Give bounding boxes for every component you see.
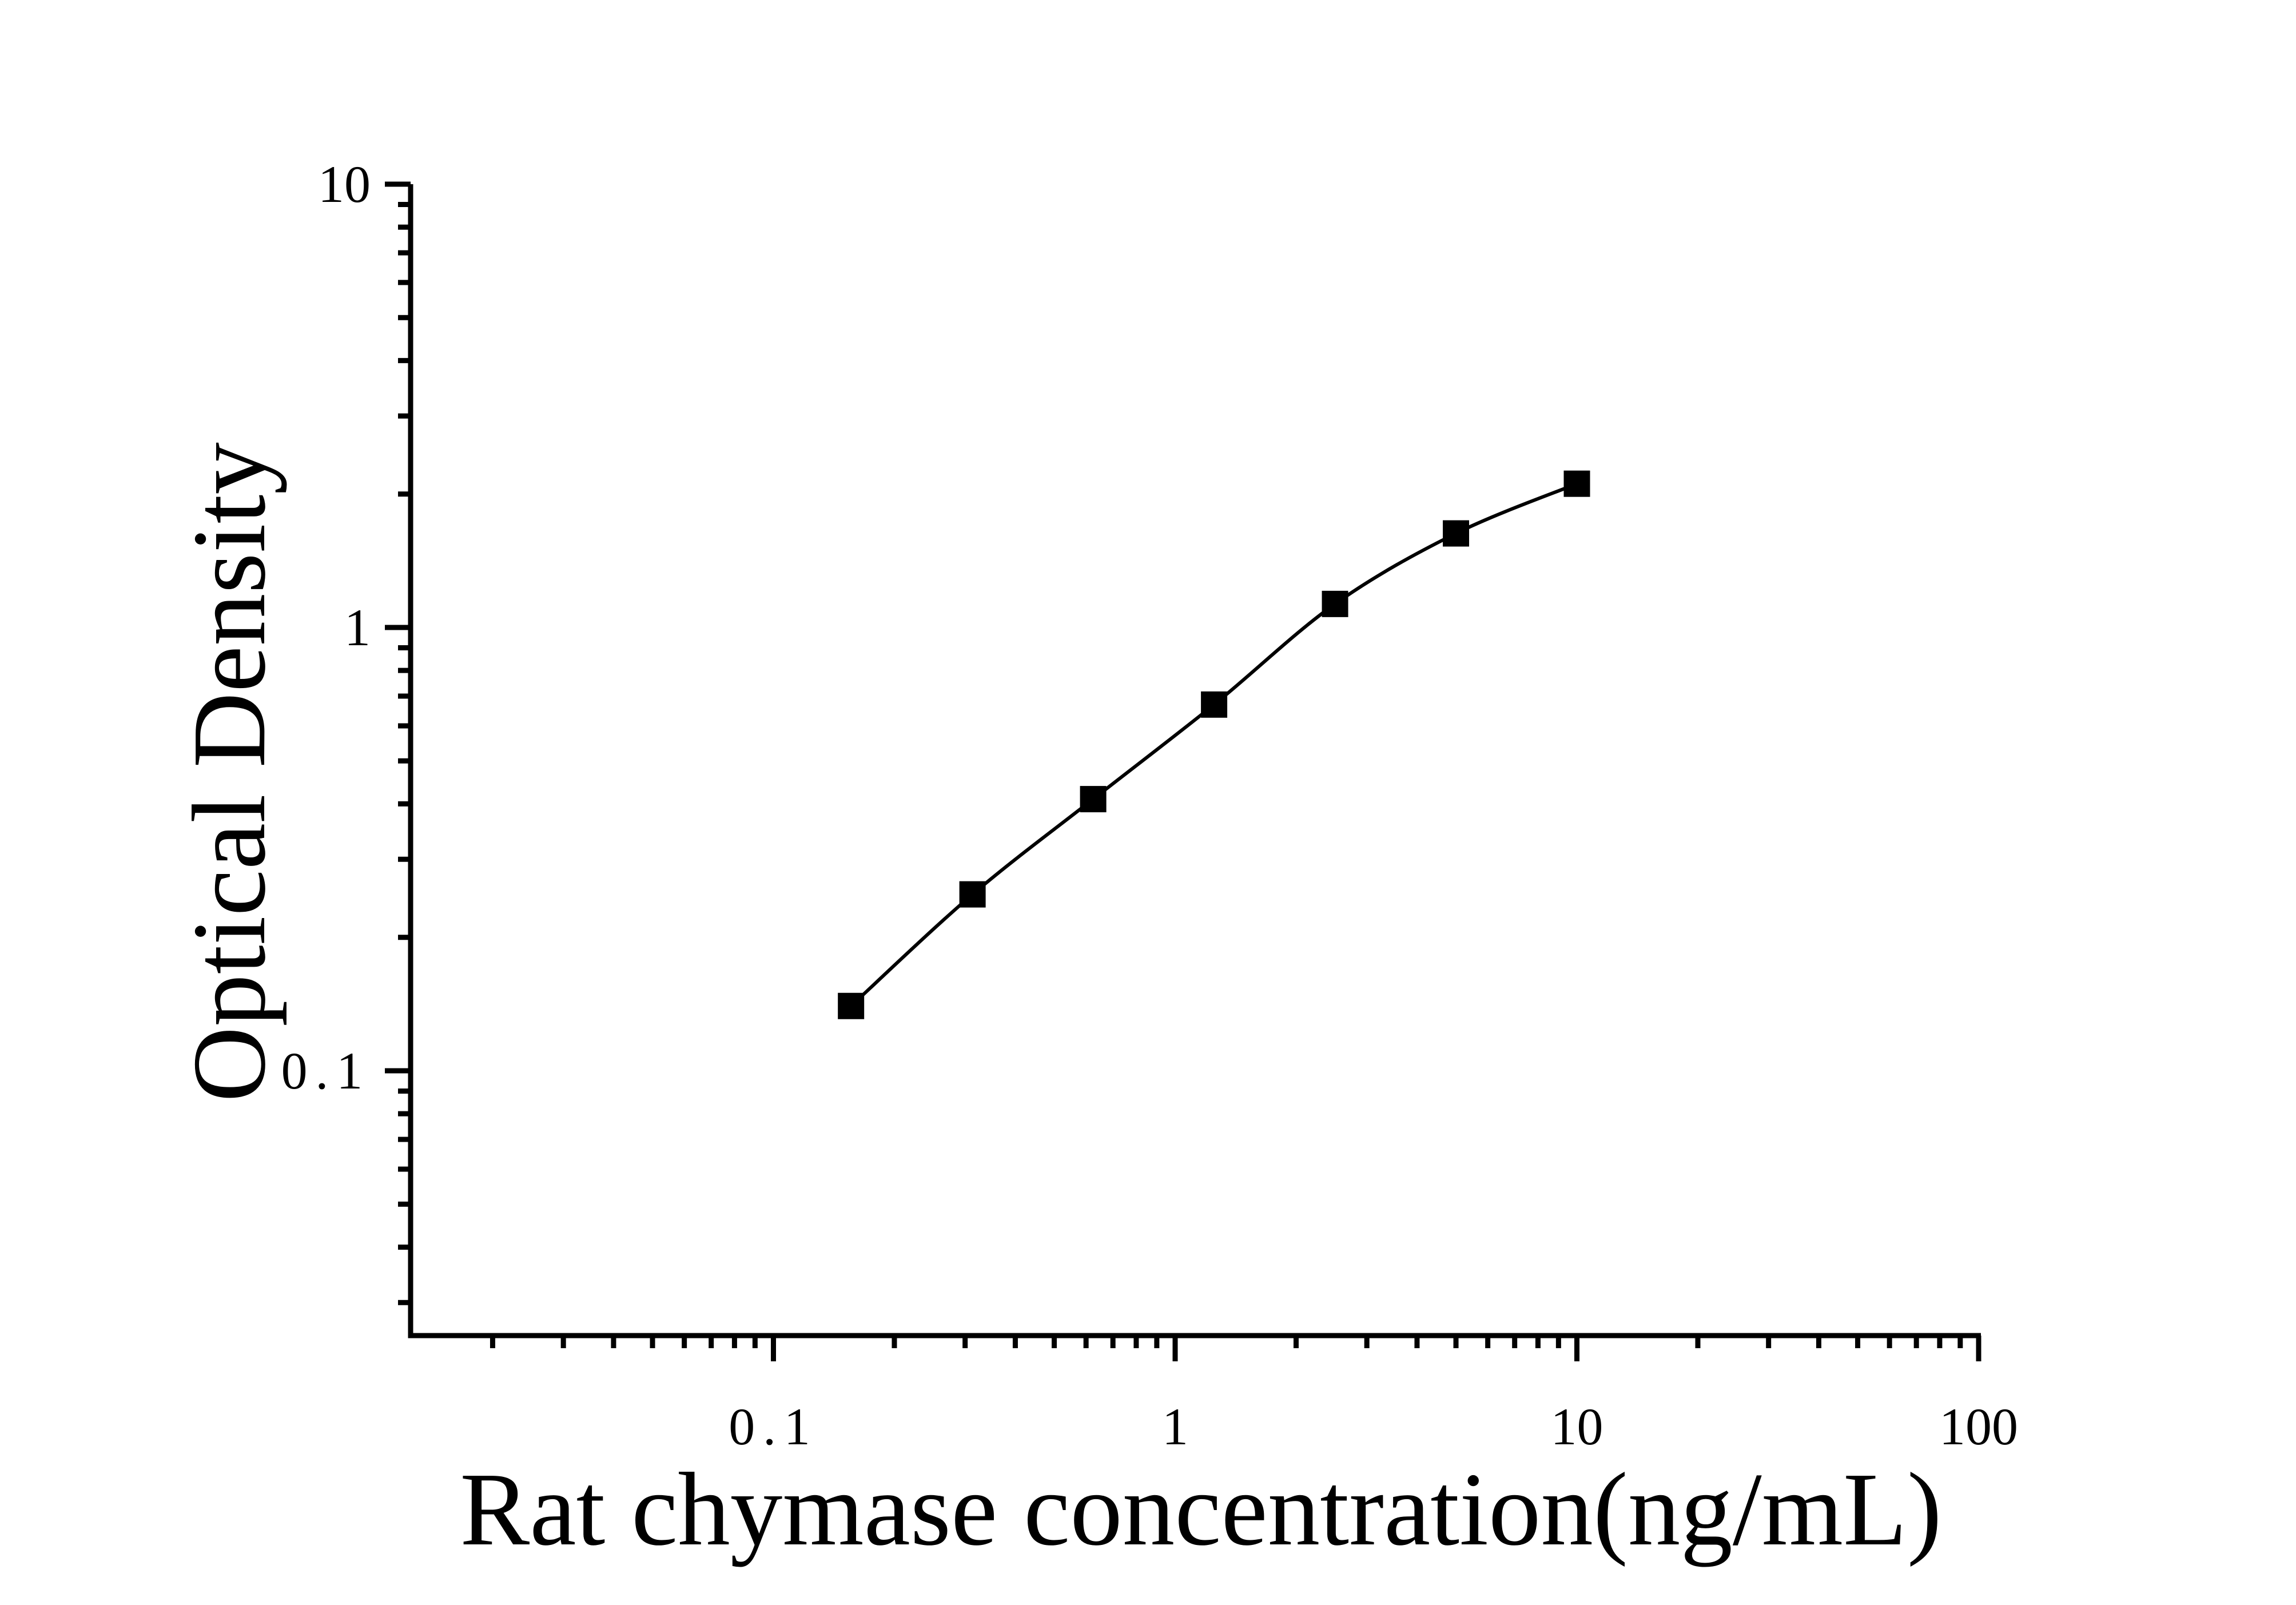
series-group — [838, 470, 1590, 1019]
data-point — [1443, 520, 1470, 547]
data-point — [1080, 786, 1107, 813]
y-tick-label: 10 — [318, 155, 371, 213]
y-axis-tick-labels: 10 1 0.1 — [281, 155, 371, 1100]
x-axis-tick-labels: 0.1 1 10 100 — [729, 1397, 2018, 1456]
data-point — [1563, 470, 1590, 497]
y-axis-title: Optical Density — [171, 442, 287, 1102]
y-axis-ticks — [385, 181, 411, 1305]
data-point — [1322, 590, 1348, 617]
y-tick-label: 0.1 — [281, 1042, 371, 1100]
data-point — [959, 881, 986, 908]
x-tick-label: 10 — [1550, 1397, 1603, 1456]
x-axis-title: Rat chymase concentration(ng/mL) — [460, 1451, 1942, 1567]
x-tick-label: 0.1 — [729, 1397, 818, 1456]
data-point — [1201, 691, 1228, 718]
x-axis-ticks — [490, 1336, 1981, 1361]
x-tick-label: 1 — [1162, 1397, 1188, 1456]
x-tick-label: 100 — [1939, 1397, 2018, 1456]
y-tick-label: 1 — [344, 598, 371, 657]
data-point-markers — [838, 470, 1590, 1019]
axes: 0.1 1 10 100 10 1 0.1 — [281, 155, 2018, 1456]
data-point — [838, 992, 865, 1019]
